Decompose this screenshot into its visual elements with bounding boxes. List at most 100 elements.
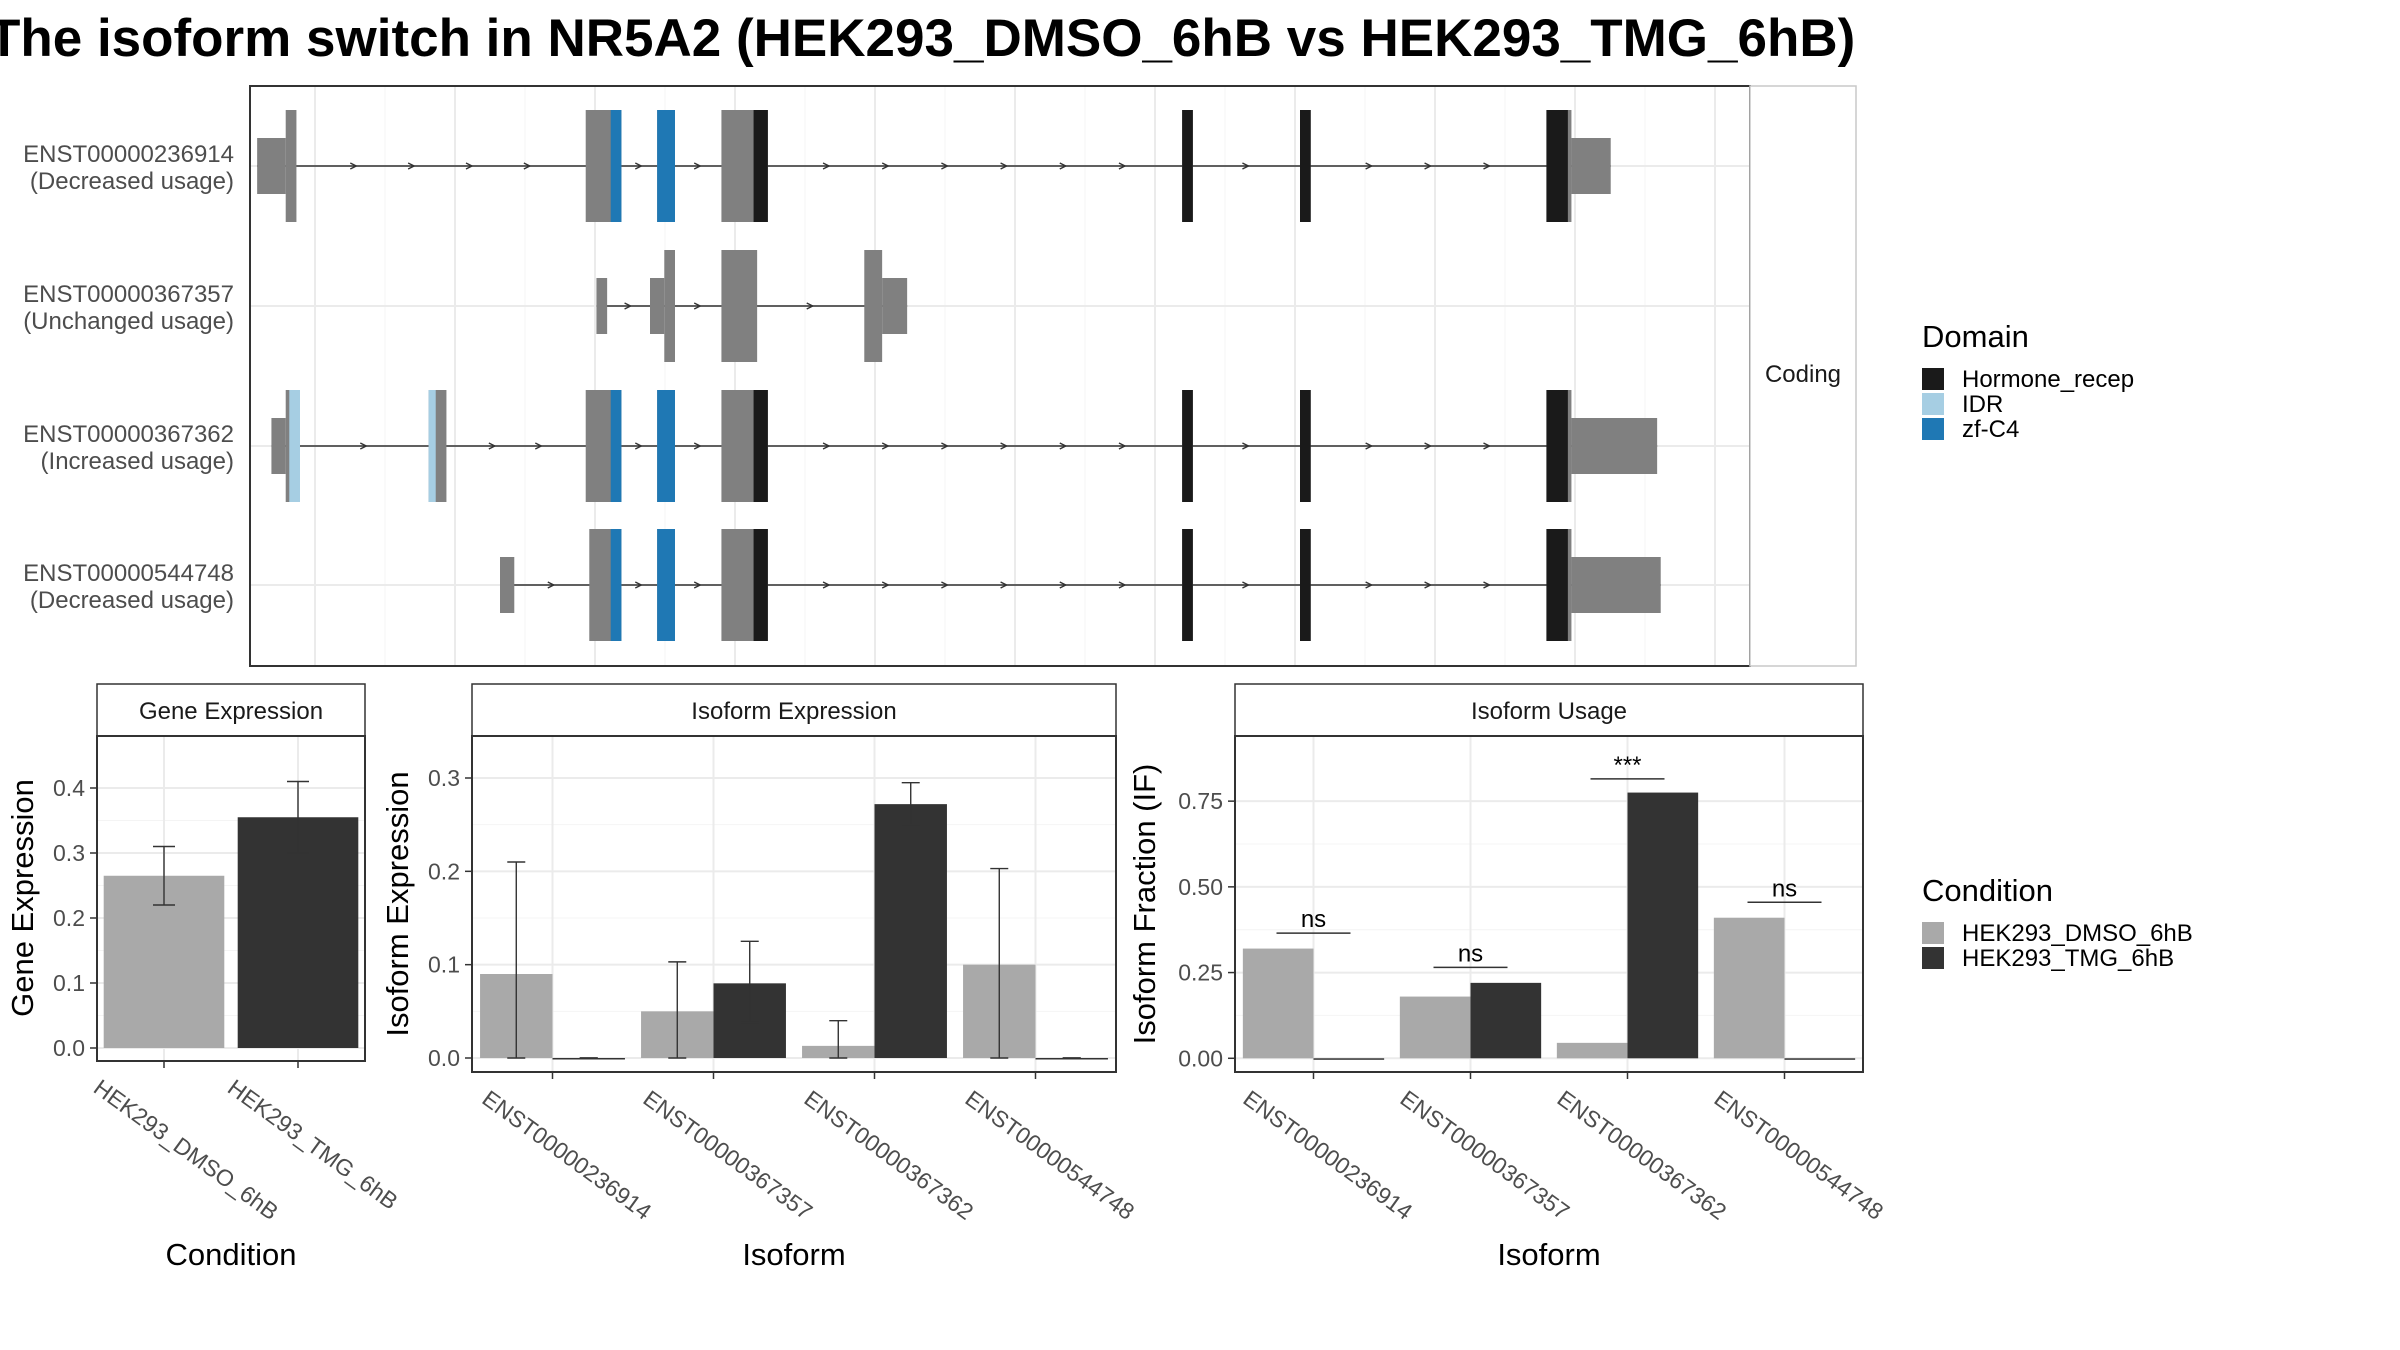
intron-direction-arrow	[1242, 442, 1250, 450]
legend-key-idr	[1922, 393, 1944, 415]
domain-block	[1546, 529, 1568, 641]
intron-direction-arrow	[693, 162, 702, 170]
domain-legend-title: Domain	[1922, 319, 2029, 354]
domain-block	[289, 390, 300, 502]
coding-exon	[285, 110, 297, 222]
transcript-usage-label: (Increased usage)	[41, 448, 234, 475]
intron-direction-arrow	[1059, 581, 1068, 589]
utr-exon	[882, 278, 908, 334]
domain-block	[753, 110, 768, 222]
intron-direction-arrow	[881, 162, 890, 170]
isoexp-x-tick-label: ENST00000367362	[800, 1085, 979, 1225]
usage-y-tick-label: 0.00	[1178, 1045, 1223, 1071]
isoform-expression-bars	[480, 781, 1108, 1060]
utr-exon	[1571, 138, 1611, 194]
intron-direction-arrow	[822, 162, 831, 170]
bar-hek293_tmg_6hb	[1313, 1058, 1385, 1060]
transcript-id-label: ENST00000367357	[23, 281, 234, 308]
gene-y-tick-label: 0.4	[53, 775, 85, 801]
domain-block	[1300, 390, 1311, 502]
usage-x-tick-label: ENST00000544748	[1710, 1085, 1889, 1225]
domain-block	[610, 529, 622, 641]
isoform-usage-y-title: Isoform Fraction (IF)	[1127, 764, 1162, 1045]
legend-key-tmg	[1922, 947, 1944, 969]
intron-direction-arrow	[547, 581, 556, 589]
transcript-track	[257, 110, 1611, 222]
intron-direction-arrow	[693, 442, 702, 450]
gene-expression-panel: Gene Expression 0.0 0.1 0.2 0.3 0.4 HEK293_D…	[5, 683, 403, 1272]
intron-direction-arrow	[1000, 442, 1009, 450]
significance-label: ***	[1613, 752, 1641, 779]
legend-key-zf-c4	[1922, 418, 1944, 440]
domain-block	[753, 390, 768, 502]
gene-structure-panel: Coding ENST00000236914(Decreased usage)E…	[23, 85, 1857, 667]
bar-hek293_tmg_6hb	[1470, 982, 1542, 1059]
intron-direction-arrow	[1365, 442, 1374, 450]
bar-hek293_dmso_6hb	[1713, 917, 1785, 1059]
legend-label-hormone-recep: Hormone_recep	[1962, 366, 2134, 393]
bar-hek293_tmg_6hb	[1627, 792, 1699, 1059]
isoform-expression-x-title: Isoform	[742, 1237, 845, 1272]
utr-exon	[1571, 557, 1661, 613]
intron-direction-arrow	[1118, 442, 1127, 450]
figure-title: The isoform switch in NR5A2 (HEK293_DMSO…	[0, 9, 1855, 68]
utr-exon	[500, 557, 515, 613]
legend-label-zf-c4: zf-C4	[1962, 416, 2019, 443]
legend-label-dmso: HEK293_DMSO_6hB	[1962, 920, 2193, 947]
domain-block	[1300, 529, 1311, 641]
intron-direction-arrow	[881, 442, 890, 450]
isoexp-y-tick-label: 0.0	[428, 1045, 460, 1071]
domain-block	[610, 390, 622, 502]
intron-direction-arrow	[1483, 442, 1492, 450]
intron-direction-arrow	[465, 162, 474, 170]
intron-direction-arrow	[1424, 442, 1433, 450]
intron-direction-arrow	[634, 162, 643, 170]
transcript-track	[271, 390, 1658, 502]
utr-exon	[271, 418, 286, 474]
transcript-id-label: ENST00000544748	[23, 560, 234, 587]
isoexp-x-tick-label: ENST00000236914	[478, 1085, 657, 1225]
usage-y-tick-label: 0.50	[1178, 874, 1223, 900]
isoform-usage-x-ticks: ENST00000236914ENST00000367357ENST000003…	[1239, 1072, 1889, 1225]
intron-direction-arrow	[1365, 581, 1374, 589]
intron-direction-arrow	[1483, 581, 1492, 589]
intron-direction-arrow	[941, 162, 949, 170]
isoform-expression-strip-label: Isoform Expression	[691, 698, 896, 725]
domain-block	[428, 390, 436, 502]
bar-hek293_tmg_6hb	[552, 1058, 625, 1060]
legend-label-idr: IDR	[1962, 391, 2003, 418]
usage-y-tick-label: 0.75	[1178, 788, 1223, 814]
intron-direction-arrow	[941, 581, 949, 589]
isoform-usage-panel: Isoform Usage ns ns *** ns 0.00 0.25 0.50 0.75…	[1127, 683, 1889, 1272]
coding-exon	[664, 250, 675, 362]
utr-exon	[596, 278, 608, 334]
intron-direction-arrow	[822, 442, 831, 450]
isoexp-x-tick-label: ENST00000367357	[639, 1085, 818, 1225]
gene-expression-bars	[103, 780, 359, 1048]
isoform-expression-y-title: Isoform Expression	[380, 771, 415, 1036]
domain-block	[1182, 529, 1193, 641]
intron-direction-arrow	[693, 581, 702, 589]
domain-block	[657, 529, 675, 641]
transcript-usage-label: (Decreased usage)	[30, 168, 234, 195]
gene-expression-x-title: Condition	[166, 1237, 297, 1272]
bar-hek293_dmso_6hb	[1242, 948, 1314, 1059]
intron-direction-arrow	[523, 162, 532, 170]
utr-exon	[650, 278, 665, 334]
structure-transcripts	[257, 110, 1661, 641]
bar-hek293_tmg_6hb	[1035, 1058, 1108, 1060]
isoform-usage-strip	[1234, 683, 1864, 737]
legend-key-hormone-recep	[1922, 368, 1944, 390]
intron-direction-arrow	[881, 581, 890, 589]
gene-expression-y-title: Gene Expression	[5, 779, 40, 1017]
intron-direction-arrow	[806, 302, 815, 310]
significance-label: ns	[1301, 906, 1326, 933]
isoform-usage-bars: ns ns *** ns	[1242, 752, 1856, 1060]
domain-block	[1182, 110, 1193, 222]
transcript-usage-label: (Decreased usage)	[30, 587, 234, 614]
isoexp-y-tick-label: 0.2	[428, 858, 460, 884]
gene-y-tick-label: 0.3	[53, 840, 85, 866]
domain-block	[1182, 390, 1193, 502]
coding-strip-label: Coding	[1765, 361, 1841, 388]
